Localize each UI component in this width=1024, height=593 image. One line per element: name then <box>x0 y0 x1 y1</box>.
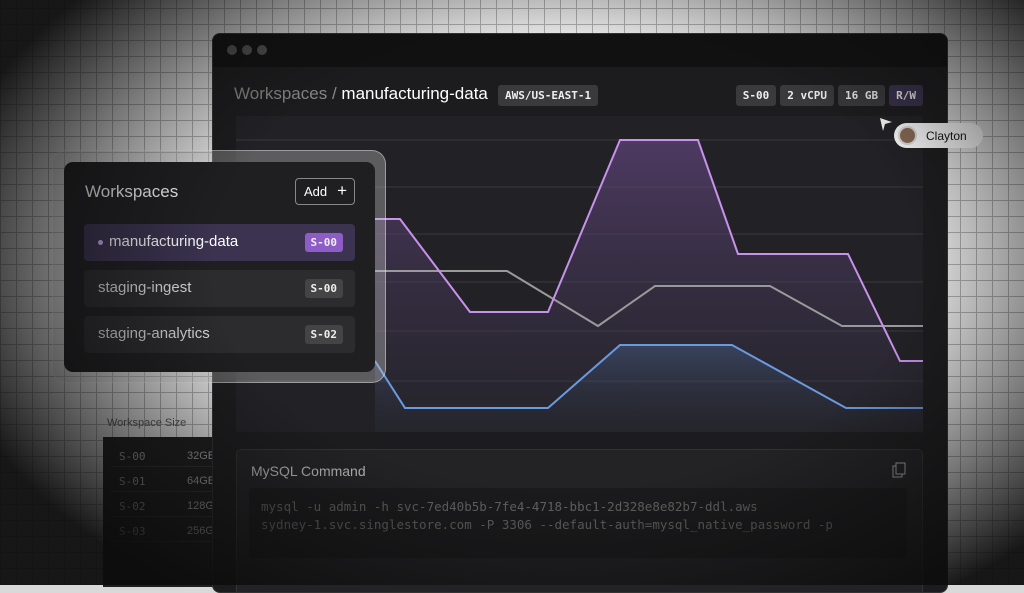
region: AWS/US-EAST-1 <box>498 85 599 106</box>
size-badge: S-00 <box>304 233 343 252</box>
plus-icon: + <box>337 181 347 200</box>
active-dot <box>98 239 103 245</box>
breadcrumb: Workspaces / manufacturing-data <box>234 84 488 104</box>
add-label: Add <box>304 184 328 199</box>
command-title: MySQL Command <box>251 463 366 479</box>
crumb[interactable]: Workspaces / <box>234 84 337 103</box>
workspace-item[interactable]: staging-analytics S-02 <box>84 316 355 353</box>
command-box: MySQL Command mysql -u admin -h svc-7ed4… <box>236 449 923 592</box>
panel-title: Workspaces <box>85 182 179 201</box>
size-code: S-03 <box>119 525 146 538</box>
size-badge: S-02 <box>304 325 343 344</box>
title: manufacturing-data <box>341 84 488 103</box>
workspace-name: manufacturing-data <box>109 233 239 250</box>
tag: 16 GB <box>838 85 886 106</box>
tag: 2 vCPU <box>780 85 834 106</box>
workspace-item[interactable]: staging-ingest S-00 <box>84 270 355 307</box>
dot <box>257 45 267 55</box>
size-title: Workspace Size <box>107 417 187 429</box>
size-badge: S-00 <box>304 279 343 298</box>
workspace-name: staging-analytics <box>98 325 210 342</box>
dot <box>242 45 252 55</box>
dot <box>227 45 237 55</box>
size-code: S-00 <box>119 450 146 463</box>
size-code: S-01 <box>119 475 146 488</box>
copy-icon[interactable] <box>892 462 906 478</box>
pointer <box>880 118 892 131</box>
panel-glass: Workspaces Add + manufacturing-data S-00 st… <box>52 150 386 383</box>
size-code: S-02 <box>119 500 146 513</box>
command-line: sydney-1.svc.singlestore.com -P 3306 --d… <box>261 517 833 532</box>
add-button[interactable]: Add + <box>295 178 355 205</box>
avatar <box>898 126 917 145</box>
size-mem: 32GB <box>187 450 216 462</box>
workspace-item[interactable]: manufacturing-data S-00 <box>84 224 355 261</box>
size-mem: 64GB <box>187 475 216 487</box>
user-chip: Clayton <box>894 123 983 148</box>
tags: S-00 2 vCPU 16 GB R/W <box>732 85 923 106</box>
command-line: mysql -u admin -h svc-7ed40b5b-7fe4-4718… <box>261 499 758 514</box>
panel: Workspaces Add + manufacturing-data S-00 st… <box>64 162 375 372</box>
titlebar <box>213 34 947 67</box>
size-table: Workspace Size S-00 32GB S-01 64GB S-02 128GB… <box>103 415 251 587</box>
table-bg: S-00 32GB S-01 64GB S-02 128GB S-03 256GB <box>103 437 251 587</box>
user-name: Clayton <box>926 129 967 143</box>
tag: S-00 <box>735 85 777 106</box>
tag: R/W <box>889 85 923 106</box>
command-text: mysql -u admin -h svc-7ed40b5b-7fe4-4718… <box>249 488 907 558</box>
workspace-name: staging-ingest <box>98 279 192 296</box>
